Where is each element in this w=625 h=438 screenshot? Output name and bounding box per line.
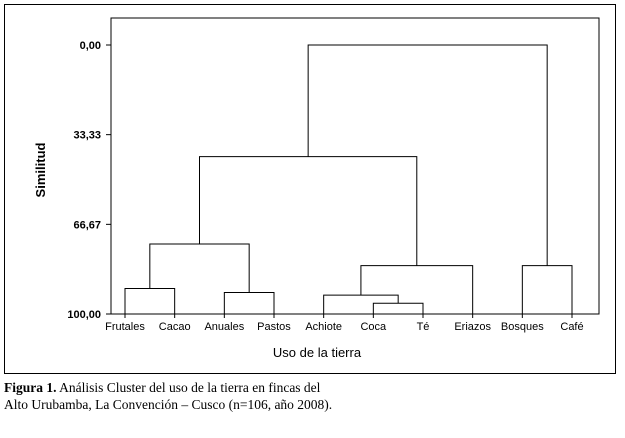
leaf-label: Anuales [204,321,244,333]
caption-text: Análisis Cluster del uso de la tierra en… [4,380,333,412]
figure-frame [4,4,616,374]
plot-area [110,17,600,315]
dendrogram-links [124,44,573,314]
leaf-label: Eriazos [454,321,491,333]
leaf-label: Pastos [257,321,291,333]
dendrogram-link [149,243,250,293]
leaf-label: Bosques [501,321,544,333]
y-tick-label: 33,33 [73,130,101,142]
dendrogram-link [307,44,548,266]
leaf-label: Té [417,321,430,333]
y-axis-ticks: 0,00 33,33 66,67 100,00 [67,40,111,321]
leaf-label: Cacao [159,321,191,333]
dendrogram-link [223,291,275,314]
leaf-label: Frutales [105,321,145,333]
x-axis-label: Uso de la tierra [273,345,362,360]
figure-caption: Figura 1. Análisis Cluster del uso de la… [4,379,334,413]
leaf-label: Café [560,321,583,333]
dendrogram-link [124,287,176,314]
caption-label: Figura 1. [4,380,57,395]
y-tick-label: 100,00 [67,309,101,321]
x-axis-leaf-labels: Frutales Cacao Anuales Pastos Achiote Coca Té E… [105,314,584,333]
y-axis-label: Similitud [33,142,48,197]
leaf-label: Achiote [305,321,342,333]
dendrogram-link [521,265,573,314]
y-tick-label: 0,00 [80,40,101,52]
dendrogram-link [199,156,418,266]
y-tick-label: 66,67 [73,219,101,231]
dendrogram-link [323,294,399,314]
dendrogram-link [372,302,424,314]
dendrogram-link [360,265,474,314]
leaf-label: Coca [360,321,387,333]
